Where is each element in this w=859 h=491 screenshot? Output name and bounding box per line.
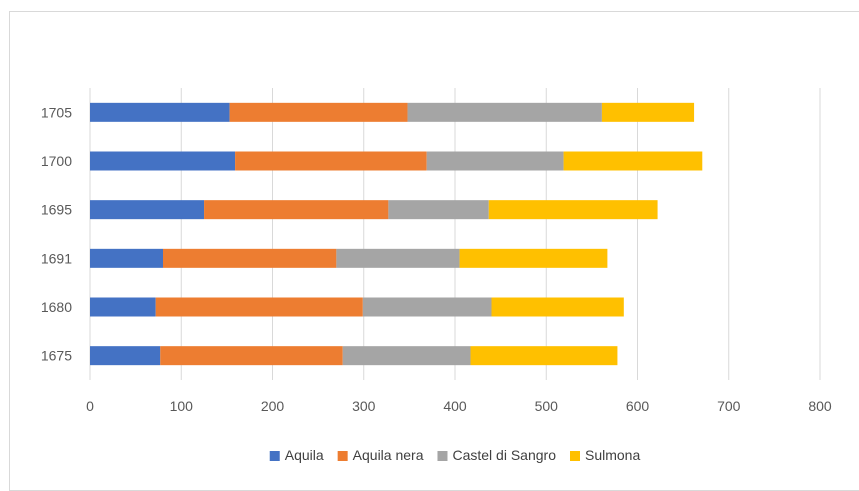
bar-segment bbox=[90, 248, 163, 268]
legend-label: Aquila bbox=[285, 447, 324, 463]
y-axis-tick-labels: 1675 1680 1691 1695 1700 1705 bbox=[41, 104, 72, 363]
x-tick-label: 300 bbox=[352, 398, 376, 414]
legend-item: Aquila bbox=[269, 447, 324, 463]
legend-swatch bbox=[337, 451, 348, 461]
x-tick-label: 400 bbox=[443, 398, 467, 414]
legend-swatch bbox=[437, 451, 448, 461]
x-tick-label: 700 bbox=[717, 398, 741, 414]
y-tick-label: 1700 bbox=[41, 153, 72, 169]
bar-segment bbox=[362, 297, 492, 317]
x-tick-label: 200 bbox=[261, 398, 285, 414]
bar-segment bbox=[90, 102, 230, 122]
x-tick-label: 600 bbox=[626, 398, 650, 414]
legend-label: Castel di Sangro bbox=[452, 447, 556, 463]
legend-label: Sulmona bbox=[585, 447, 640, 463]
legend-item: Castel di Sangro bbox=[437, 447, 556, 463]
bar-segment bbox=[163, 248, 337, 268]
bar-segment bbox=[160, 346, 343, 366]
bar-segment bbox=[229, 102, 408, 122]
bar-segment bbox=[204, 200, 389, 220]
bar-segment bbox=[155, 297, 363, 317]
legend-item: Sulmona bbox=[570, 447, 640, 463]
bar-segment bbox=[90, 297, 156, 317]
bar-segment bbox=[563, 151, 703, 171]
y-tick-label: 1695 bbox=[41, 202, 72, 218]
x-tick-label: 800 bbox=[808, 398, 832, 414]
bars bbox=[90, 102, 703, 366]
bar-segment bbox=[336, 248, 460, 268]
bar-segment bbox=[90, 151, 236, 171]
stacked-bar-chart: 1675 1680 1691 1695 1700 1705 0 100 200 300 400 50… bbox=[41, 88, 832, 463]
bar-segment bbox=[488, 200, 658, 220]
gridlines bbox=[89, 88, 821, 380]
legend-label: Aquila nera bbox=[353, 447, 424, 463]
bar-segment bbox=[459, 248, 608, 268]
y-tick-label: 1675 bbox=[41, 348, 72, 364]
x-tick-label: 100 bbox=[170, 398, 194, 414]
y-tick-label: 1680 bbox=[41, 299, 72, 315]
bar-segment bbox=[426, 151, 564, 171]
legend-item: Aquila nera bbox=[337, 447, 424, 463]
x-axis-tick-labels: 0 100 200 300 400 500 600 700 800 bbox=[86, 398, 832, 414]
bar-segment bbox=[235, 151, 427, 171]
x-tick-label: 0 bbox=[86, 398, 94, 414]
bar-segment bbox=[90, 346, 161, 366]
y-tick-label: 1705 bbox=[41, 104, 72, 120]
legend: Aquila Aquila nera Castel di Sangro Sulmona bbox=[269, 447, 640, 463]
bar-segment bbox=[491, 297, 624, 317]
bar-segment bbox=[470, 346, 618, 366]
bar-segment bbox=[388, 200, 489, 220]
x-tick-label: 500 bbox=[535, 398, 559, 414]
bar-segment bbox=[601, 102, 695, 122]
y-tick-label: 1691 bbox=[41, 250, 72, 266]
legend-swatch bbox=[269, 451, 280, 461]
bar-segment bbox=[342, 346, 471, 366]
legend-swatch bbox=[570, 451, 580, 461]
bar-segment bbox=[90, 200, 205, 220]
bar-segment bbox=[407, 102, 602, 122]
